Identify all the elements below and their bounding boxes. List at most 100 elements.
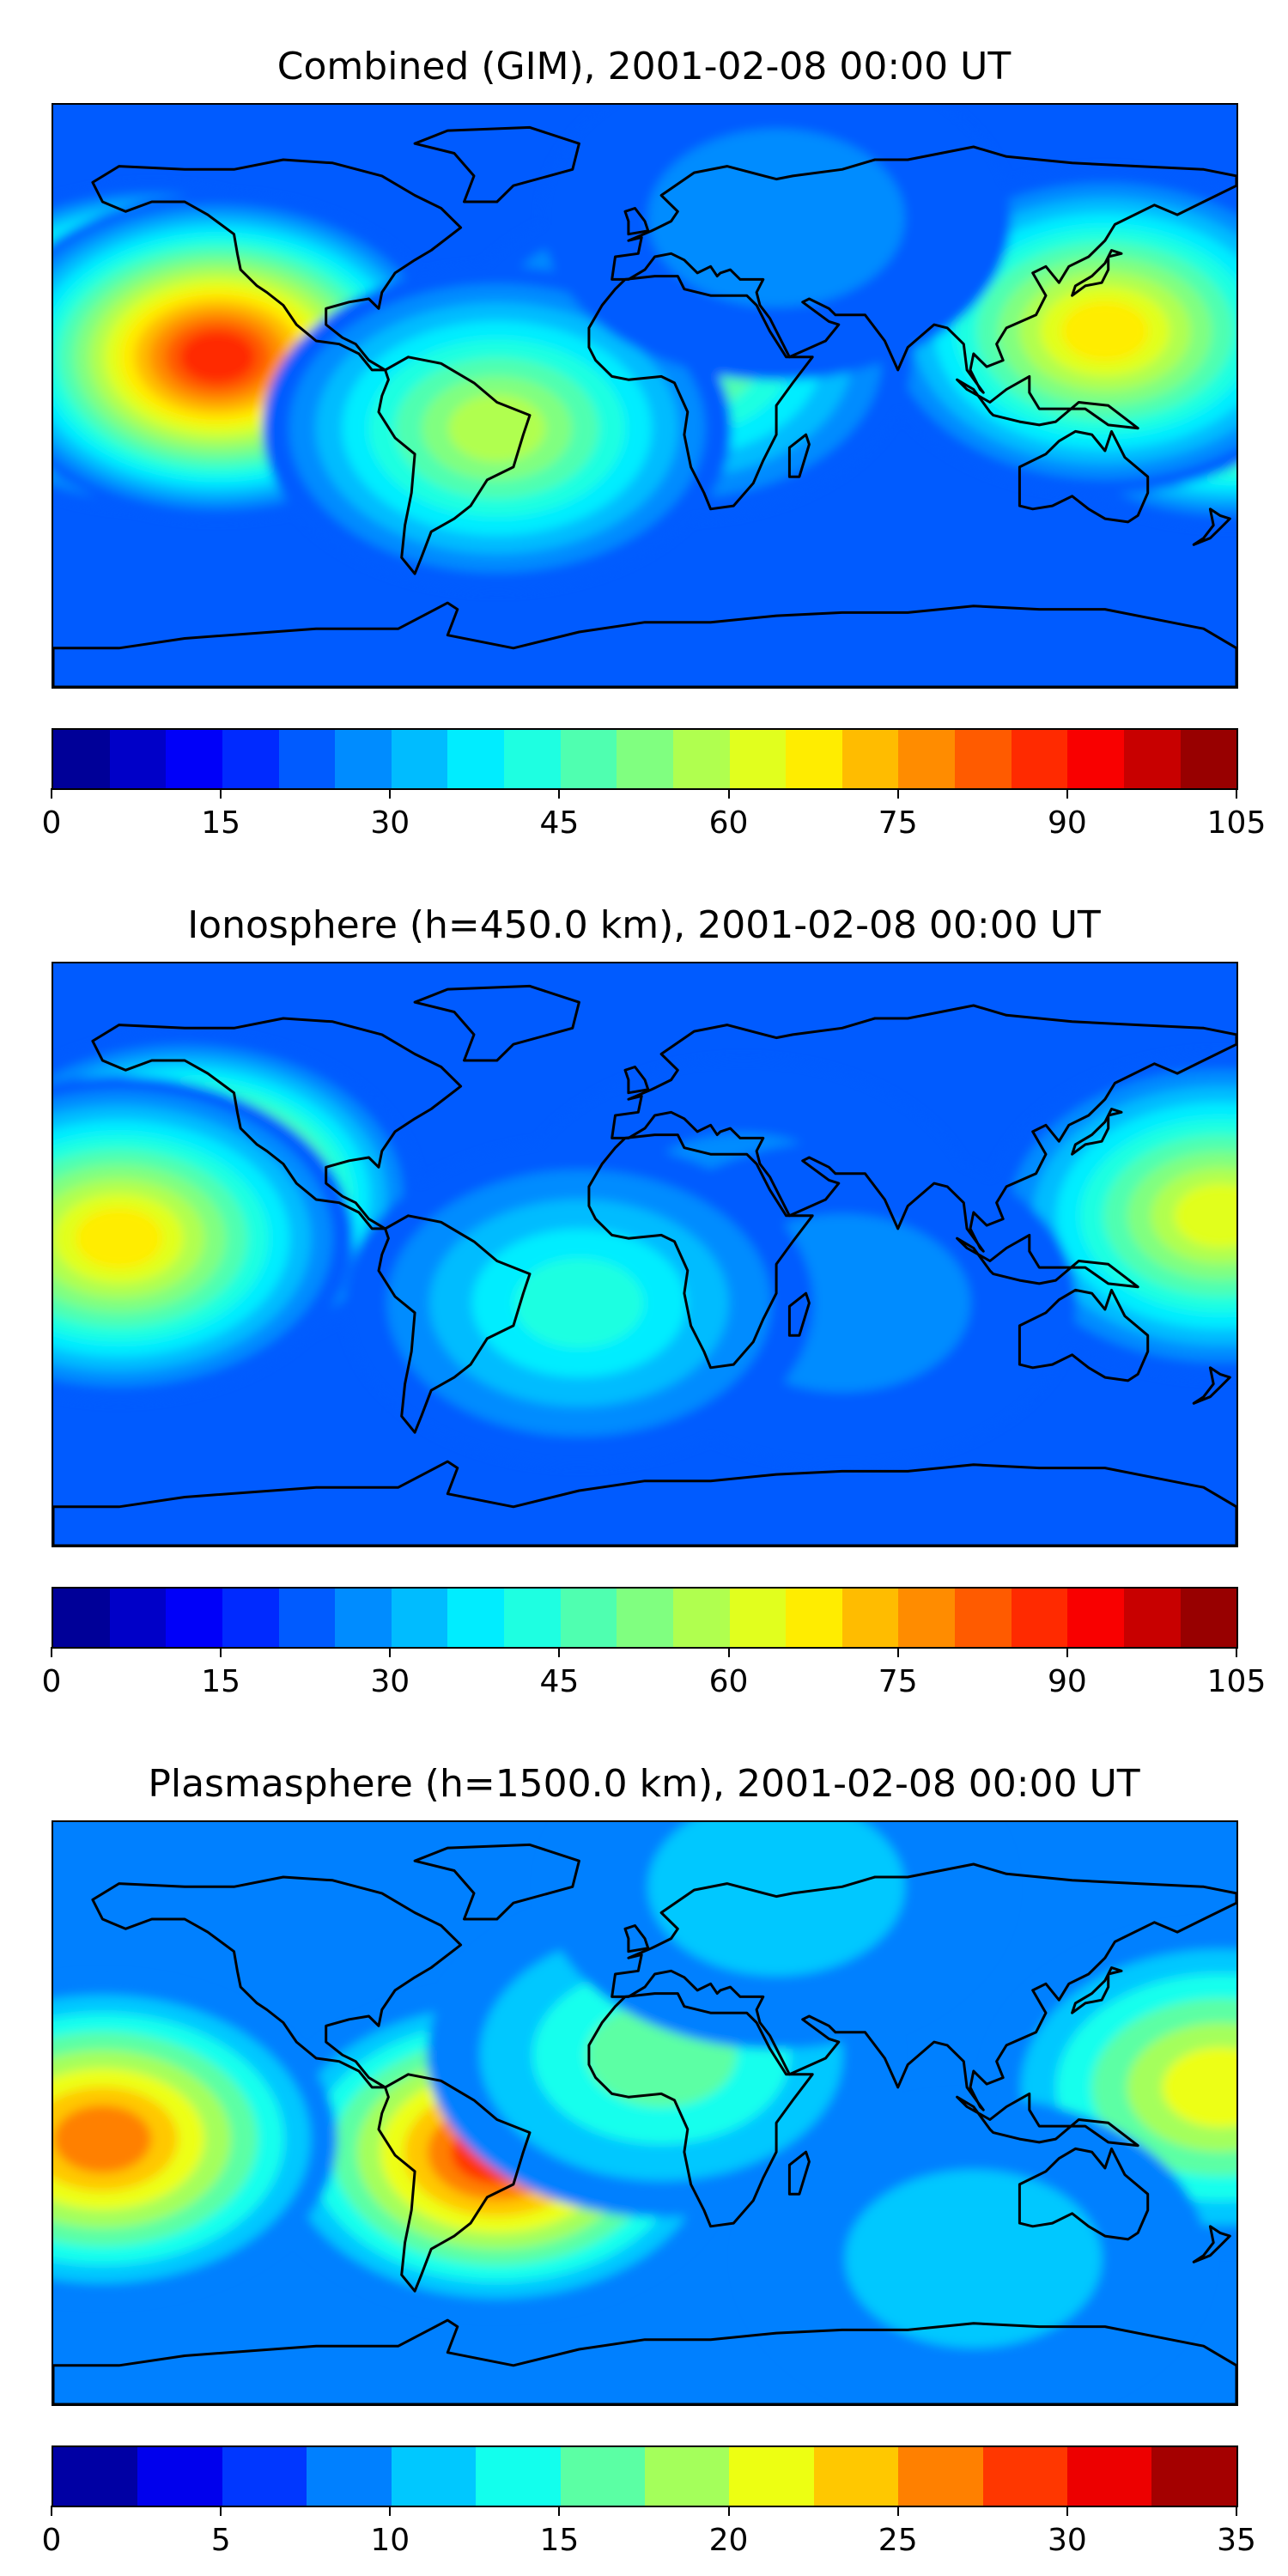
colorbar-level-19 [1123,1589,1181,1647]
plasmasphere-colorbar [52,2445,1238,2507]
colorbar-tick-mark [51,2506,52,2516]
colorbar-level-16 [955,730,1012,788]
colorbar-tick-label: 75 [878,805,918,841]
coastline-greenland [413,125,580,204]
coastline-indonesia [956,1233,1139,1289]
colorbar-level-0 [53,1589,110,1647]
colorbar-level-2 [166,730,222,788]
colorbar-level-9 [813,2447,899,2506]
colorbar-level-6 [391,1589,448,1647]
colorbar-tick-label: 35 [1217,2523,1256,2558]
colorbar-level-13 [786,1589,842,1647]
colorbar-level-7 [447,1589,504,1647]
colorbar-tick-mark [1236,1647,1237,1657]
coastline-south-america [377,355,532,575]
colorbar-level-20 [1180,730,1237,788]
colorbar-level-2 [166,1589,222,1647]
colorbar-level-18 [1067,1589,1124,1647]
coastline-british-isles [623,1924,650,1953]
colorbar-level-8 [729,2447,814,2506]
colorbar-tick-label: 60 [708,805,749,841]
coastline-greenland [413,984,580,1062]
colorbar-level-10 [617,730,673,788]
colorbar-tick-mark [558,788,561,799]
colorbar-level-1 [137,2447,222,2506]
colorbar-tick-mark [1066,1647,1068,1657]
colorbar-level-7 [644,2447,730,2506]
colorbar-level-3 [307,2447,392,2506]
colorbar-level-4 [278,730,336,788]
ionosphere-colorbar [52,1587,1238,1649]
coastline-antarctica [53,2318,1236,2404]
colorbar-level-8 [504,1589,561,1647]
coastline-japan [1071,1966,1123,2014]
coastline-eurasia [611,1004,1236,1253]
ionosphere-panel: Ionosphere (h=450.0 km), 2001-02-08 00:0… [0,859,1288,1717]
colorbar-level-19 [1123,730,1181,788]
coastline-north-america [91,1017,463,1230]
coastline-africa-eurasia [587,1992,814,2228]
colorbar-tick-mark [220,1647,222,1657]
colorbar-tick-label: 30 [370,805,410,841]
coastline-australia [1018,2147,1150,2241]
colorbar-tick-label: 0 [41,2523,62,2558]
colorbar-level-6 [391,730,448,788]
colorbar-tick-mark [220,2506,222,2516]
colorbar-tick-label: 15 [201,1664,241,1699]
colorbar-tick-label: 90 [1047,805,1087,841]
colorbar-tick-mark [389,788,392,799]
contour-blob-5-level-8 [514,1258,644,1348]
contour-blob-5-level-11 [447,394,546,463]
colorbar-level-12 [729,1589,787,1647]
colorbar-tick-label: 45 [539,805,580,841]
colorbar-level-1 [109,730,167,788]
combined-gim-map [52,103,1238,689]
colorbar-level-4 [278,1589,336,1647]
colorbar-tick-label: 15 [201,805,241,841]
combined-gim-panel: Combined (GIM), 2001-02-08 00:00 UT 0 15 3… [0,0,1288,859]
colorbar-level-5 [476,2447,561,2506]
colorbar-tick-mark [220,788,222,799]
ionosphere-title: Ionosphere (h=450.0 km), 2001-02-08 00:0… [187,903,1101,947]
coastline-eurasia [611,1862,1236,2111]
coastline-antarctica [53,601,1236,687]
contour-blob-1-level-13 [75,1208,163,1269]
colorbar-tick-label: 0 [41,1664,62,1699]
colorbar-tick-label: 10 [370,2523,410,2558]
coastline-british-isles [623,1066,650,1095]
coastline-madagascar [787,2150,811,2196]
colorbar-tick-label: 15 [539,2523,580,2558]
coastline-madagascar [787,1291,811,1337]
map-svg [53,963,1236,1546]
colorbar-tick-mark [389,1647,392,1657]
colorbar-level-11 [982,2447,1068,2506]
contour-blob-1-level-10 [53,2105,152,2173]
colorbar-tick-mark [558,1647,561,1657]
colorbar-level-12 [729,730,787,788]
combined-gim-colorbar-ticks: 0 15 30 45 60 75 90 105 [42,788,1266,841]
plasmasphere-panel: Plasmasphere (h=1500.0 km), 2001-02-08 0… [0,1717,1288,2576]
colorbar-level-13 [786,730,842,788]
contour-blob-1-level-17 [179,331,256,384]
colorbar-tick-mark [1236,2506,1237,2516]
colorbar-level-2 [222,2447,307,2506]
colorbar-level-12 [1067,2447,1152,2506]
colorbar-tick-label: 30 [370,1664,410,1699]
colorbar-level-13 [1151,2447,1236,2506]
colorbar-tick-mark [51,788,52,799]
colorbar-tick-mark [727,2506,730,2516]
colorbar-tick-label: 105 [1206,1664,1267,1699]
colorbar-level-15 [898,730,955,788]
coastline-south-america [377,1214,532,1434]
ionosphere-colorbar-ticks: 0 15 30 45 60 75 90 105 [42,1647,1266,1699]
coastline-indonesia [956,2092,1139,2148]
coastline-north-america [91,1875,463,2089]
colorbar-tick-label: 105 [1206,805,1267,841]
coastline-japan [1071,249,1123,297]
colorbar-level-11 [672,730,730,788]
colorbar-level-4 [391,2447,477,2506]
colorbar-tick-mark [896,1647,899,1657]
ionosphere-map [52,962,1238,1547]
colorbar-level-7 [447,730,504,788]
plasmasphere-colorbar-ticks: 0 5 10 15 20 25 30 35 [42,2506,1256,2558]
